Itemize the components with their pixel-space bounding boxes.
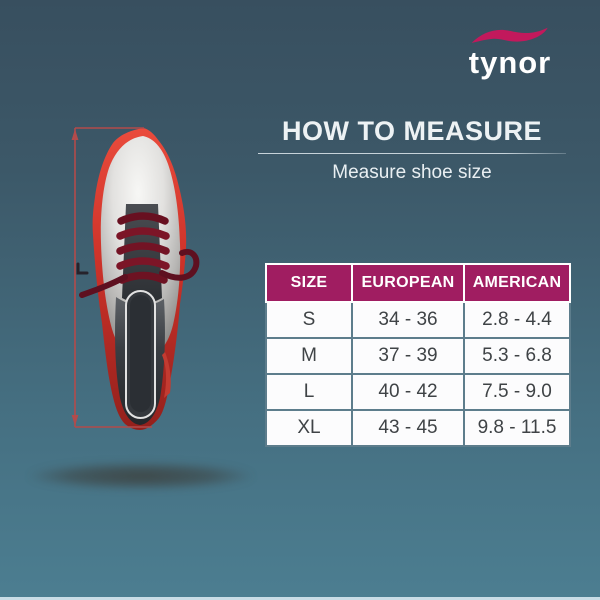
shoe-length-dimension-arrow-icon	[71, 127, 152, 428]
brand-swoosh-icon	[471, 27, 548, 43]
size-chart-header: SIZE EUROPEAN AMERICAN	[265, 263, 571, 303]
cell-european: 40 - 42	[351, 373, 465, 411]
cell-american: 7.5 - 9.0	[463, 373, 571, 411]
cell-size: M	[265, 337, 353, 375]
brand-name: tynor	[468, 45, 552, 80]
size-chart-table: SIZE EUROPEAN AMERICAN S 34 - 36 2.8 - 4…	[265, 263, 571, 447]
heading-block: HOW TO MEASURE Measure shoe size	[258, 116, 566, 184]
table-row: XL 43 - 45 9.8 - 11.5	[265, 409, 571, 447]
brand-logo: tynor	[460, 26, 560, 78]
cell-european: 37 - 39	[351, 337, 465, 375]
table-row: L 40 - 42 7.5 - 9.0	[265, 373, 571, 411]
cell-size: S	[265, 301, 353, 339]
cell-european: 43 - 45	[351, 409, 465, 447]
cell-size: L	[265, 373, 353, 411]
cell-european: 34 - 36	[351, 301, 465, 339]
cell-size: XL	[265, 409, 353, 447]
shoe-top-view-illustration	[71, 127, 200, 430]
page-subtitle: Measure shoe size	[332, 162, 492, 183]
cell-american: 2.8 - 4.4	[463, 301, 571, 339]
cell-american: 5.3 - 6.8	[463, 337, 571, 375]
column-header-european: EUROPEAN	[351, 263, 465, 303]
bottom-edge-strip	[0, 597, 600, 600]
table-row: S 34 - 36 2.8 - 4.4	[265, 301, 571, 339]
shoe-laces	[76, 212, 200, 298]
shoe-heel-red-accent	[162, 352, 171, 398]
column-header-american: AMERICAN	[463, 263, 571, 303]
title-divider	[258, 153, 566, 154]
column-header-size: SIZE	[265, 263, 353, 303]
table-row: M 37 - 39 5.3 - 6.8	[265, 337, 571, 375]
shoe-collar	[125, 290, 156, 419]
cell-american: 9.8 - 11.5	[463, 409, 571, 447]
shoe-ground-shadow	[28, 462, 254, 490]
page-title: HOW TO MEASURE	[281, 116, 542, 146]
